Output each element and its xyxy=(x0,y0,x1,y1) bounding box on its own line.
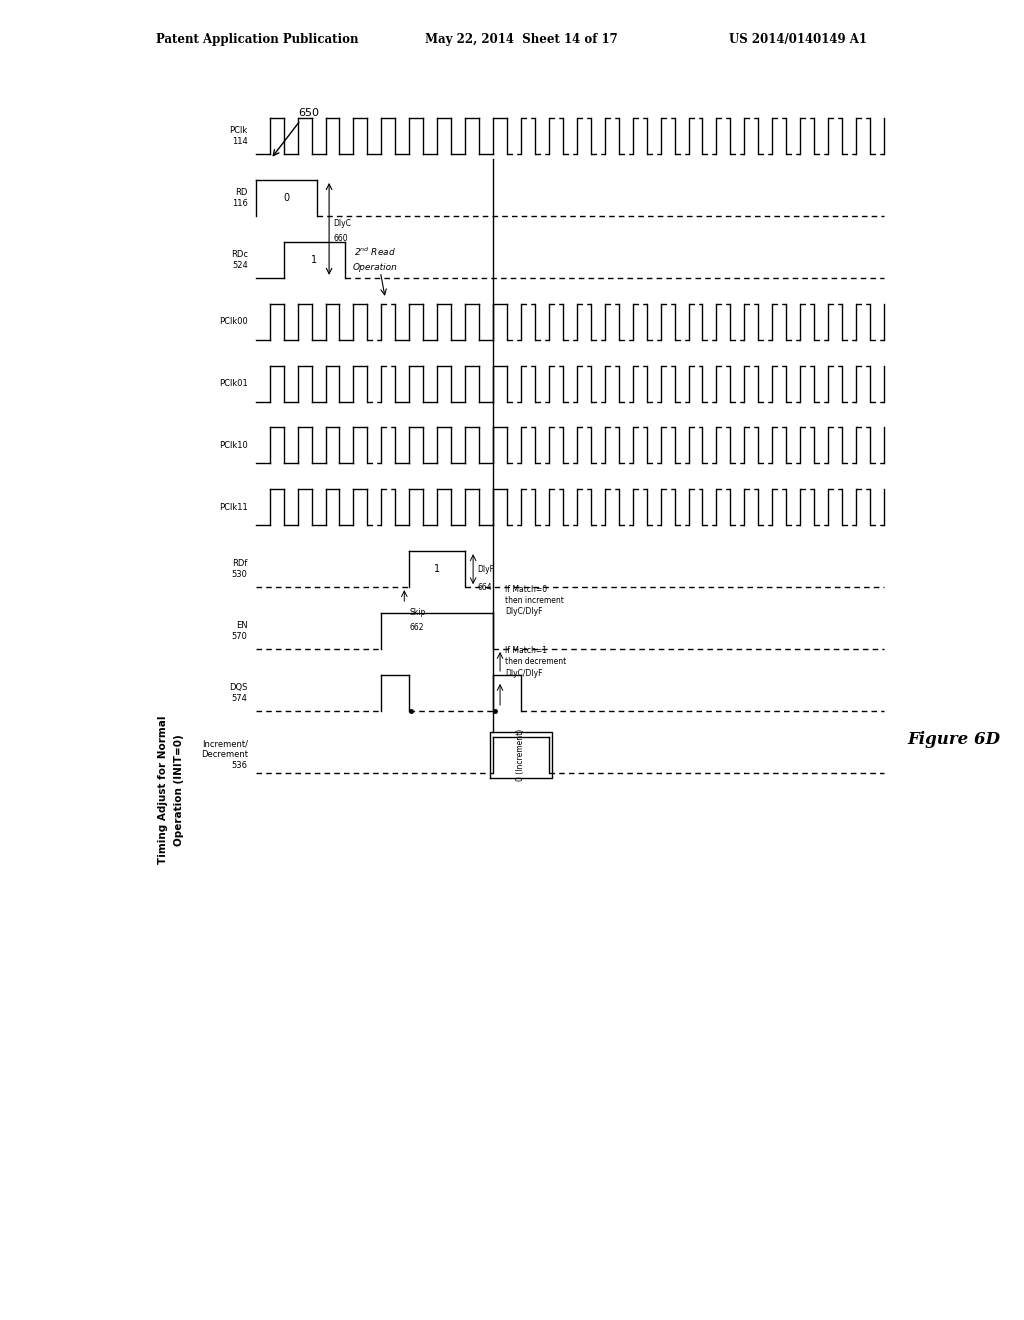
Text: 2$^{nd}$ Read: 2$^{nd}$ Read xyxy=(354,246,396,257)
Text: PClk
114: PClk 114 xyxy=(229,127,248,145)
Text: PClk01: PClk01 xyxy=(219,379,248,388)
Text: PClk10: PClk10 xyxy=(219,441,248,450)
Text: If Match=0
then increment
DlyC/DlyF: If Match=0 then increment DlyC/DlyF xyxy=(505,585,564,615)
Text: RDf
530: RDf 530 xyxy=(231,560,248,579)
Text: DlyC: DlyC xyxy=(333,219,351,228)
Text: RDc
524: RDc 524 xyxy=(230,251,248,269)
Text: If Match=1
then decrement
DlyC/DlyF: If Match=1 then decrement DlyC/DlyF xyxy=(505,647,566,677)
Text: Increment/
Decrement
536: Increment/ Decrement 536 xyxy=(201,741,248,770)
Text: DQS
574: DQS 574 xyxy=(229,684,248,702)
Text: 664: 664 xyxy=(477,582,492,591)
Text: EN
570: EN 570 xyxy=(231,622,248,640)
Text: PClk00: PClk00 xyxy=(219,317,248,326)
Text: Figure 6D: Figure 6D xyxy=(907,731,1000,748)
Text: Patent Application Publication: Patent Application Publication xyxy=(156,33,358,46)
Text: 0: 0 xyxy=(284,193,290,203)
Text: 1: 1 xyxy=(311,255,317,265)
Text: PClk11: PClk11 xyxy=(219,503,248,512)
Text: RD
116: RD 116 xyxy=(231,189,248,207)
Text: Skip: Skip xyxy=(410,607,426,616)
Text: Operation (INIT=0): Operation (INIT=0) xyxy=(174,734,184,846)
Text: 662: 662 xyxy=(410,623,424,631)
Text: DlyF: DlyF xyxy=(477,565,495,574)
Text: Operation: Operation xyxy=(353,263,397,272)
Text: US 2014/0140149 A1: US 2014/0140149 A1 xyxy=(729,33,867,46)
Text: 660: 660 xyxy=(333,235,348,243)
Text: May 22, 2014  Sheet 14 of 17: May 22, 2014 Sheet 14 of 17 xyxy=(425,33,618,46)
Text: 1: 1 xyxy=(434,564,440,574)
Text: 0 (Increment): 0 (Increment) xyxy=(516,729,525,781)
Text: Timing Adjust for Normal: Timing Adjust for Normal xyxy=(158,715,168,865)
Text: 650: 650 xyxy=(298,108,319,119)
